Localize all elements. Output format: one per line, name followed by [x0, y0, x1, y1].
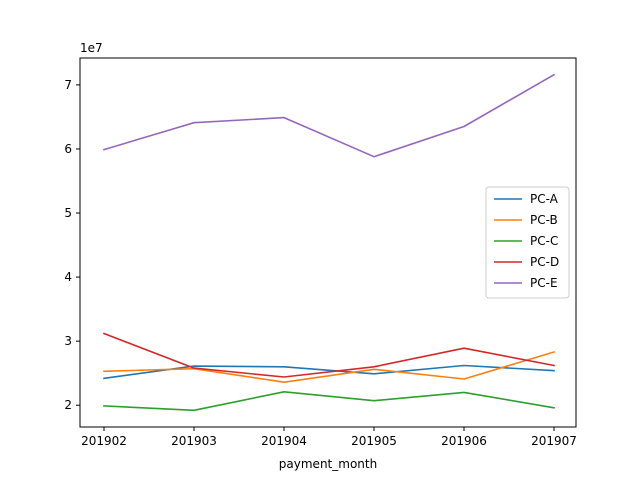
x-axis-label: payment_month [279, 457, 377, 471]
legend-label: PC-D [530, 255, 559, 269]
x-tick-label: 201907 [531, 434, 577, 448]
series-layer [102, 73, 556, 412]
x-tick-label: 201902 [81, 434, 127, 448]
plot-frame [79, 57, 577, 428]
x-tick-label: 201903 [171, 434, 217, 448]
y-axis: 2 3 4 5 6 7 [64, 78, 80, 412]
x-axis: 201902 201903 201904 201905 201906 201907 [81, 427, 577, 448]
series-line-pc-a [103, 364, 555, 380]
x-tick-label: 201904 [261, 434, 307, 448]
y-offset-label: 1e7 [80, 41, 103, 55]
legend-label: PC-C [530, 234, 558, 248]
legend-box [485, 186, 570, 299]
legend-label: PC-B [530, 213, 558, 227]
y-tick-label: 5 [64, 206, 72, 220]
series-line-pc-c [103, 390, 555, 412]
series-line-pc-e [103, 73, 556, 158]
y-tick-label: 3 [64, 334, 72, 348]
y-tick-label: 4 [64, 270, 72, 284]
legend-label: PC-E [530, 276, 558, 290]
y-tick-label: 7 [64, 78, 72, 92]
legend-label: PC-A [530, 192, 559, 206]
series-line-pc-d [102, 332, 555, 378]
y-tick-label: 6 [64, 142, 72, 156]
x-tick-label: 201906 [441, 434, 487, 448]
x-tick-label: 201905 [351, 434, 397, 448]
y-tick-label: 2 [64, 398, 72, 412]
series-line-pc-b [103, 351, 555, 384]
legend: PC-A PC-B PC-C PC-D PC-E [485, 186, 570, 299]
